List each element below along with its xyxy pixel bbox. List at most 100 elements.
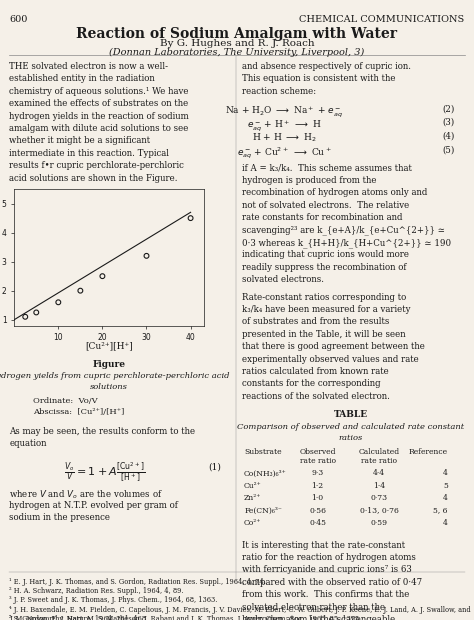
Text: 600: 600	[9, 16, 28, 25]
Text: Hydrogen yields from cupric perchlorate-perchloric acid: Hydrogen yields from cupric perchlorate-…	[0, 372, 229, 380]
Text: with ferricyanide and cupric ions⁷ is 63: with ferricyanide and cupric ions⁷ is 63	[242, 565, 411, 575]
Text: Observed
rate ratio: Observed rate ratio	[299, 448, 336, 465]
Text: 0·73: 0·73	[371, 494, 388, 502]
Text: By G. Hughes and R. J. Roach: By G. Hughes and R. J. Roach	[160, 39, 314, 48]
Point	[55, 298, 62, 308]
Text: hydrogen yields in the reaction of sodium: hydrogen yields in the reaction of sodiu…	[9, 112, 189, 121]
Text: solvated electrons.: solvated electrons.	[242, 275, 324, 285]
Text: [Cu²⁺][H⁺]: [Cu²⁺][H⁺]	[85, 341, 133, 350]
Text: 4: 4	[443, 469, 448, 477]
Text: Reference: Reference	[409, 448, 448, 456]
Text: Co(NH₃)₆³⁺: Co(NH₃)₆³⁺	[244, 469, 287, 477]
Text: hydrogen is produced from the: hydrogen is produced from the	[242, 176, 376, 185]
Text: intermediate in this reaction. Typical: intermediate in this reaction. Typical	[9, 149, 170, 158]
Text: 5: 5	[443, 482, 448, 490]
Text: H + H $\longrightarrow$ H$_2$: H + H $\longrightarrow$ H$_2$	[252, 131, 317, 144]
Text: established entity in the radiation: established entity in the radiation	[9, 74, 155, 84]
Text: from this work.  This confirms that the: from this work. This confirms that the	[242, 590, 409, 600]
Text: CHEMICAL COMMUNICATIONS: CHEMICAL COMMUNICATIONS	[299, 16, 465, 25]
Text: ratios calculated from known rate: ratios calculated from known rate	[242, 367, 389, 376]
Text: 0·56: 0·56	[309, 507, 326, 515]
Text: 0·3 whereas k_{H+H}/k_{H+Cu^{2+}} ≃ 190: 0·3 whereas k_{H+H}/k_{H+Cu^{2+}} ≃ 190	[242, 238, 451, 248]
Text: 1·0: 1·0	[311, 494, 324, 502]
Text: and absence respectively of cupric ion.: and absence respectively of cupric ion.	[242, 62, 411, 71]
Text: Zn²⁺: Zn²⁺	[244, 494, 262, 502]
Text: Rate-constant ratios corresponding to: Rate-constant ratios corresponding to	[242, 293, 406, 302]
Text: Abscissa:  [Cu²⁺]/[H⁺]: Abscissa: [Cu²⁺]/[H⁺]	[33, 408, 125, 416]
Text: rate constants for recombination and: rate constants for recombination and	[242, 213, 402, 223]
Text: experimentally observed values and rate: experimentally observed values and rate	[242, 355, 419, 364]
Text: ratio for the reaction of hydrogen atoms: ratio for the reaction of hydrogen atoms	[242, 553, 416, 562]
Text: ⁵ S. Gordon, E. J. Hart, M. S. Matheson, J. Rabani and J. K. Thomas, J. Amer. Ch: ⁵ S. Gordon, E. J. Hart, M. S. Matheson,…	[9, 615, 362, 620]
Text: Calculated
rate ratio: Calculated rate ratio	[359, 448, 400, 465]
Text: equation: equation	[9, 439, 47, 448]
Text: ⁴ J. H. Baxendale, E. M. Fielden, C. Capelious, J. M. Francis, J. V. Davies, M. : ⁴ J. H. Baxendale, E. M. Fielden, C. Cap…	[9, 606, 471, 620]
Text: acid solutions are shown in the Figure.: acid solutions are shown in the Figure.	[9, 174, 178, 183]
Text: Reaction of Sodium Amalgam with Water: Reaction of Sodium Amalgam with Water	[76, 27, 398, 42]
Text: solutions: solutions	[90, 383, 128, 391]
Text: not of solvated electrons.  The relative: not of solvated electrons. The relative	[242, 201, 409, 210]
Text: recombination of hydrogen atoms only and: recombination of hydrogen atoms only and	[242, 188, 427, 198]
Text: It is interesting that the rate-constant: It is interesting that the rate-constant	[242, 541, 405, 550]
Text: indicating that cupric ions would more: indicating that cupric ions would more	[242, 250, 409, 260]
Text: Na + H$_2$O $\longrightarrow$ Na$^+$ + $e^-_{aq}$: Na + H$_2$O $\longrightarrow$ Na$^+$ + $…	[226, 104, 343, 119]
Text: where $V$ and $V_o$ are the volumes of: where $V$ and $V_o$ are the volumes of	[9, 489, 164, 501]
Point	[187, 213, 194, 223]
Text: 0·13, 0·76: 0·13, 0·76	[360, 507, 399, 515]
Text: (2): (2)	[443, 104, 455, 113]
Text: 4: 4	[443, 494, 448, 502]
Text: 4: 4	[443, 519, 448, 527]
Text: scavenging²³ are k_{e+A}/k_{e+Cu^{2+}} ≃: scavenging²³ are k_{e+A}/k_{e+Cu^{2+}} ≃	[242, 226, 445, 236]
Text: $\frac{V_o}{V} = 1 + A\frac{[\mathrm{Cu}^{2+}]}{[\mathrm{H}^+]}$: $\frac{V_o}{V} = 1 + A\frac{[\mathrm{Cu}…	[64, 461, 145, 484]
Text: ³ J. P. Sweet and J. K. Thomas, J. Phys. Chem., 1964, 68, 1363.: ³ J. P. Sweet and J. K. Thomas, J. Phys.…	[9, 596, 218, 604]
Text: (1): (1)	[209, 463, 221, 472]
Text: Comparison of observed and calculated rate constant: Comparison of observed and calculated ra…	[237, 423, 465, 431]
Text: of substrates and from the results: of substrates and from the results	[242, 317, 389, 327]
Text: hydrogen atom is the scavengeable: hydrogen atom is the scavengeable	[242, 615, 395, 620]
Text: 0·45: 0·45	[309, 519, 326, 527]
Text: examined the effects of substrates on the: examined the effects of substrates on th…	[9, 99, 189, 108]
Text: As may be seen, the results conform to the: As may be seen, the results conform to t…	[9, 427, 196, 436]
Text: sodium in the presence: sodium in the presence	[9, 513, 110, 523]
Text: compared with the observed ratio of 0·47: compared with the observed ratio of 0·47	[242, 578, 422, 587]
Text: 1·2: 1·2	[311, 482, 324, 490]
Text: 4·4: 4·4	[373, 469, 385, 477]
Text: presented in the Table, it will be seen: presented in the Table, it will be seen	[242, 330, 405, 339]
Text: amalgam with dilute acid solutions to see: amalgam with dilute acid solutions to se…	[9, 124, 189, 133]
Text: reaction scheme:: reaction scheme:	[242, 87, 316, 96]
Text: ¹ E. J. Hart, J. K. Thomas, and S. Gordon, Radiation Res. Suppl., 1964, 4, 74.: ¹ E. J. Hart, J. K. Thomas, and S. Gordo…	[9, 578, 266, 586]
Text: $e^-_{aq}$ + Cu$^{2+}$ $\longrightarrow$ Cu$^+$: $e^-_{aq}$ + Cu$^{2+}$ $\longrightarrow$…	[237, 145, 332, 161]
Point	[77, 286, 84, 296]
Text: 9·3: 9·3	[311, 469, 324, 477]
Text: (3): (3)	[443, 118, 455, 127]
Text: solvated electron rather than the: solvated electron rather than the	[242, 603, 385, 612]
Text: (Donnan Laboratories, The University, Liverpool, 3): (Donnan Laboratories, The University, Li…	[109, 48, 365, 58]
Text: TABLE: TABLE	[334, 410, 368, 420]
Text: if A = k₃/k₄.  This scheme assumes that: if A = k₃/k₄. This scheme assumes that	[242, 164, 411, 173]
Text: ratios: ratios	[338, 434, 363, 442]
Text: whether it might be a significant: whether it might be a significant	[9, 136, 151, 146]
Point	[99, 271, 106, 281]
Text: results f•r cupric perchlorate-perchloric: results f•r cupric perchlorate-perchlori…	[9, 161, 184, 171]
Text: Cu²⁺: Cu²⁺	[244, 482, 262, 490]
Text: Ordinate:  Vo/V: Ordinate: Vo/V	[33, 397, 98, 405]
Text: constants for the corresponding: constants for the corresponding	[242, 379, 380, 389]
Text: Co²⁺: Co²⁺	[244, 519, 262, 527]
Text: (4): (4)	[443, 131, 455, 141]
Text: k₃/k₄ have been measured for a variety: k₃/k₄ have been measured for a variety	[242, 305, 410, 314]
Text: reactions of the solvated electron.: reactions of the solvated electron.	[242, 392, 390, 401]
Text: 0·59: 0·59	[371, 519, 388, 527]
Text: (5): (5)	[443, 145, 455, 154]
Text: Substrate: Substrate	[244, 448, 282, 456]
Text: hydrogen at N.T.P. evolved per gram of: hydrogen at N.T.P. evolved per gram of	[9, 501, 178, 510]
Text: ² H. A. Schwarz, Radiation Res. Suppl., 1964, 4, 89.: ² H. A. Schwarz, Radiation Res. Suppl., …	[9, 587, 184, 595]
Text: that there is good agreement between the: that there is good agreement between the	[242, 342, 425, 352]
Text: $e^-_{aq}$ + H$^+$ $\longrightarrow$ H: $e^-_{aq}$ + H$^+$ $\longrightarrow$ H	[247, 118, 322, 133]
Text: Figure: Figure	[92, 360, 126, 369]
Text: Fe(CN)₆³⁻: Fe(CN)₆³⁻	[244, 507, 282, 515]
Point	[33, 308, 40, 317]
Point	[143, 251, 150, 261]
Text: chemistry of aqueous solutions.¹ We have: chemistry of aqueous solutions.¹ We have	[9, 87, 189, 96]
Text: 5, 6: 5, 6	[433, 507, 448, 515]
Text: readily suppress the recombination of: readily suppress the recombination of	[242, 263, 406, 272]
